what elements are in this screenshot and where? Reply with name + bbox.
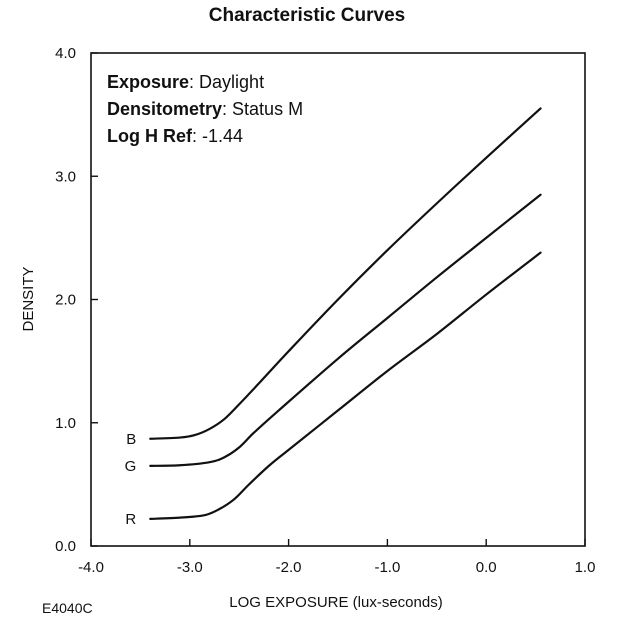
series-label-r: R <box>125 511 136 528</box>
y-axis: 0.0 1.0 2.0 3.0 4.0 <box>55 45 98 555</box>
curve-r <box>149 251 542 520</box>
x-tick-label: -4.0 <box>78 559 104 576</box>
y-tick-label: 0.0 <box>55 538 76 555</box>
y-tick-label: 4.0 <box>55 45 76 62</box>
chart-title: Characteristic Curves <box>209 5 405 26</box>
x-axis-label: LOG EXPOSURE (lux-seconds) <box>229 594 442 611</box>
y-tick-label: 2.0 <box>55 292 76 309</box>
annotation-densitometry-value: : Status M <box>222 99 303 119</box>
series-label-b: B <box>126 431 136 448</box>
annotation-block: Exposure: Daylight Densitometry: Status … <box>107 72 303 146</box>
x-axis: -4.0 -3.0 -2.0 -1.0 0.0 1.0 <box>78 539 595 576</box>
y-axis-label: DENSITY <box>20 266 37 331</box>
x-tick-label: 0.0 <box>476 559 497 576</box>
annotation-exposure-key: Exposure <box>107 72 189 92</box>
annotation-log-h-ref: Log H Ref: -1.44 <box>107 126 243 146</box>
annotation-densitometry: Densitometry: Status M <box>107 99 303 119</box>
figure-code: E4040C <box>42 600 93 616</box>
x-tick-label: -2.0 <box>276 559 302 576</box>
annotation-exposure: Exposure: Daylight <box>107 72 264 92</box>
series-group: BG R <box>125 107 542 528</box>
annotation-log-h-ref-value: : -1.44 <box>192 126 243 146</box>
curve-g <box>149 193 542 467</box>
series-label-g: G <box>125 458 137 475</box>
annotation-exposure-value: : Daylight <box>189 72 264 92</box>
x-tick-label: -3.0 <box>177 559 203 576</box>
curve-b <box>149 107 542 440</box>
annotation-log-h-ref-key: Log H Ref <box>107 126 193 146</box>
x-tick-label: 1.0 <box>575 559 596 576</box>
annotation-densitometry-key: Densitometry <box>107 99 222 119</box>
x-tick-label: -1.0 <box>374 559 400 576</box>
y-tick-label: 3.0 <box>55 168 76 185</box>
y-tick-label: 1.0 <box>55 415 76 432</box>
